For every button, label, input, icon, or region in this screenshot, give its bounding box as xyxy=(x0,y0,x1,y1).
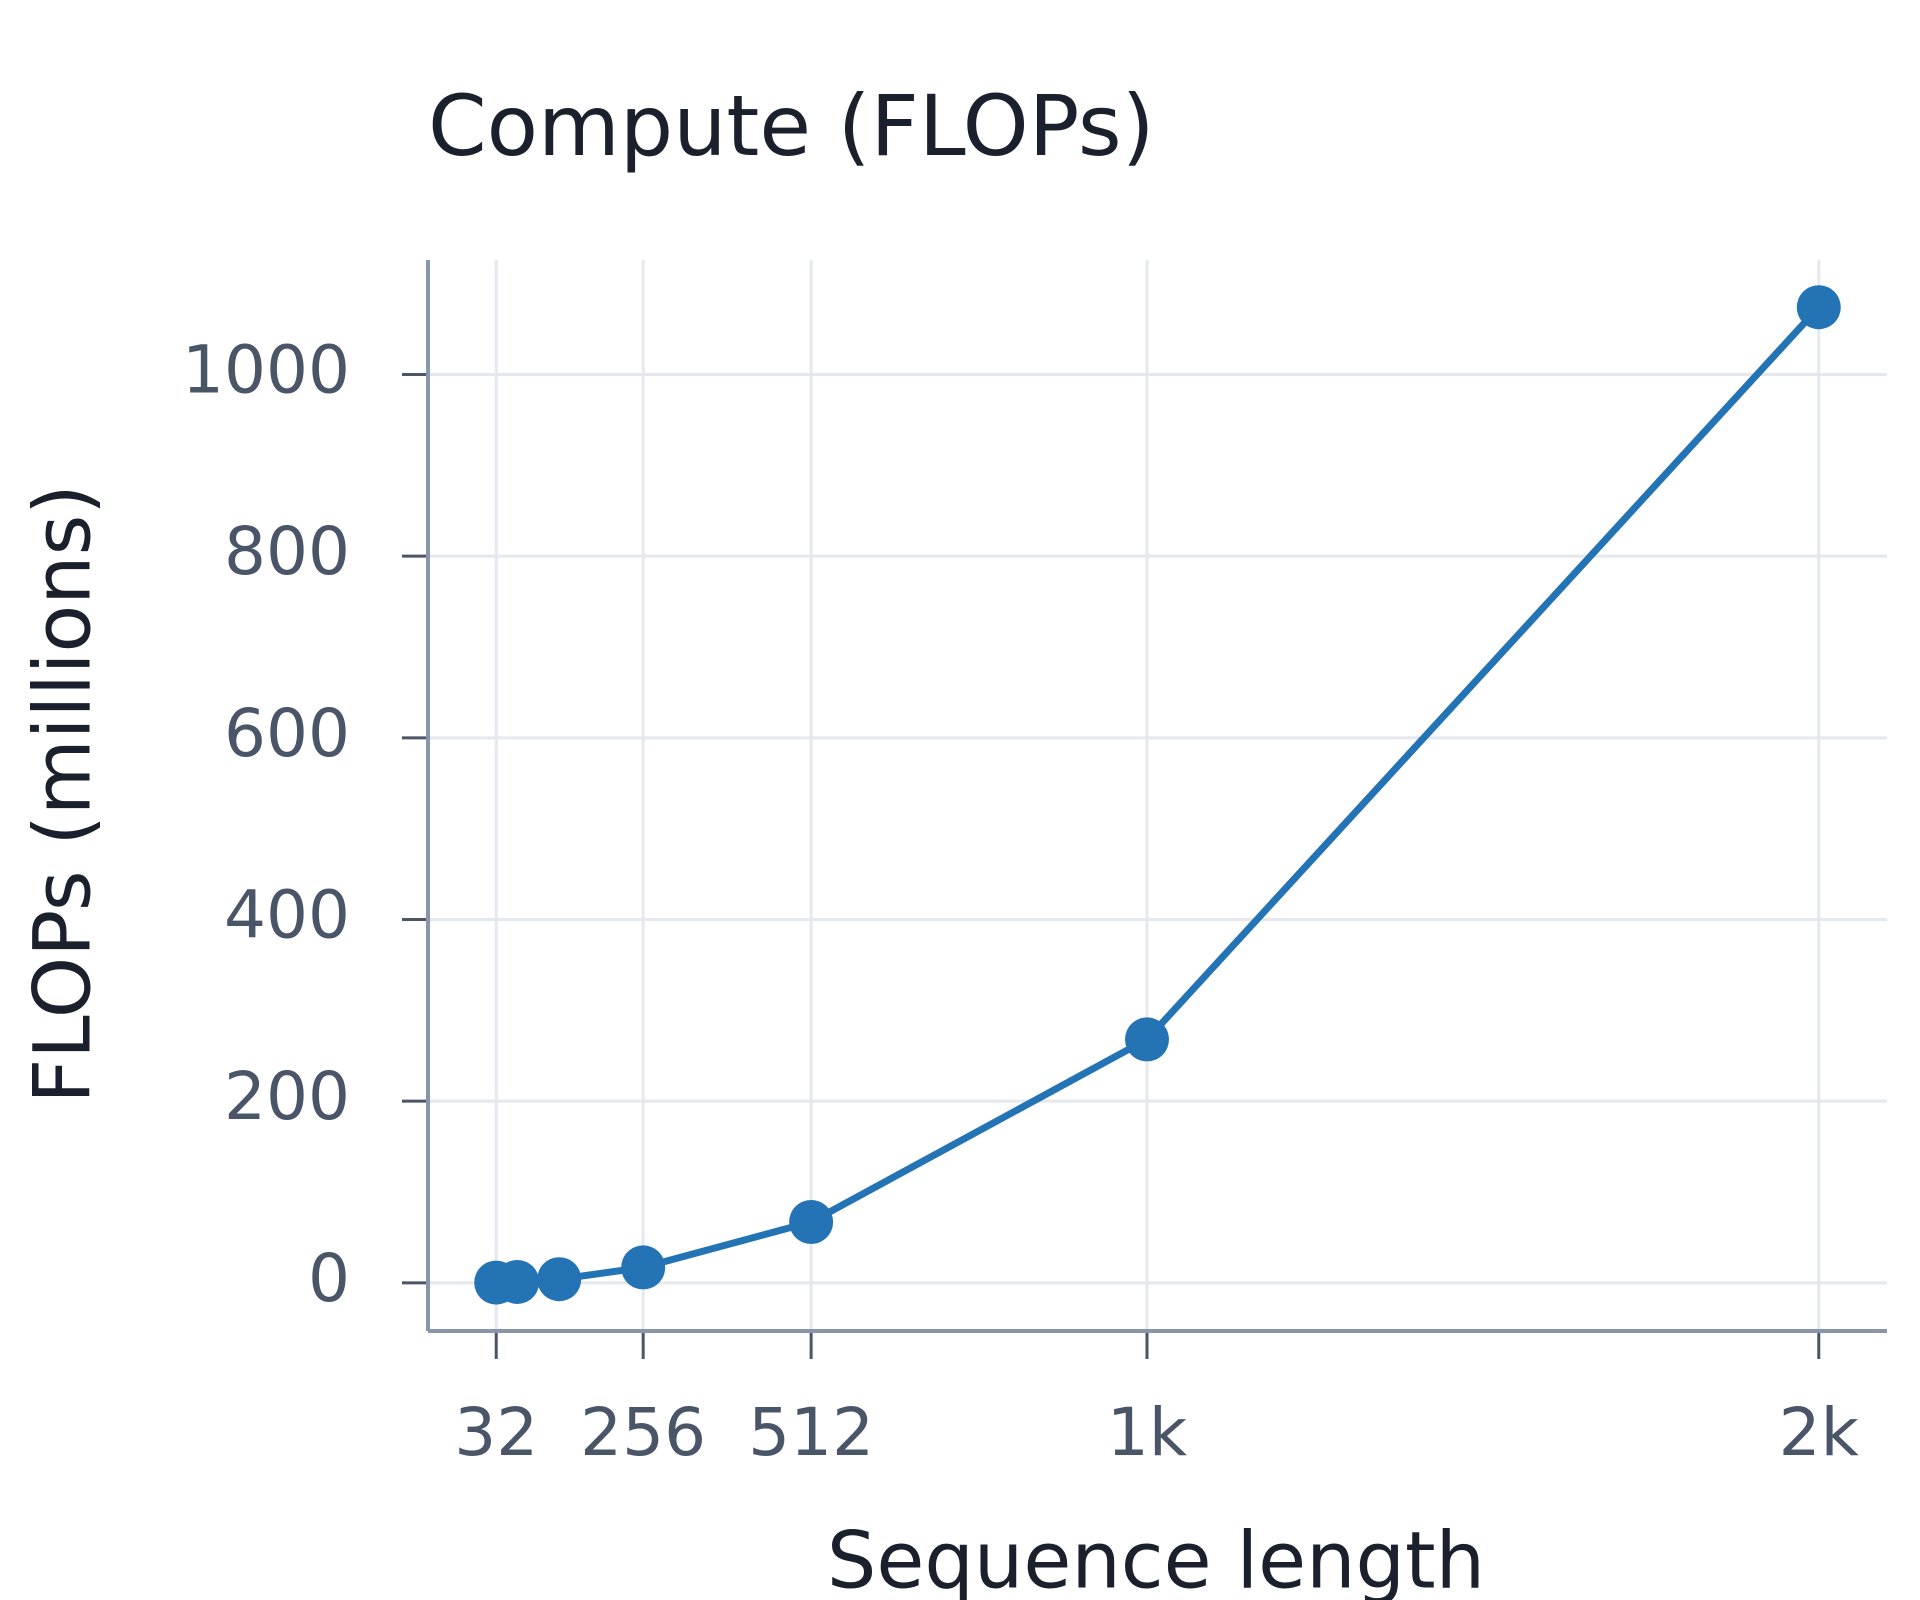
x-tick-label: 512 xyxy=(748,1394,874,1471)
axes: 0 200 400 600 800 1000 32 256 512 1k 2k xyxy=(182,260,1887,1471)
y-tick-label: 0 xyxy=(308,1240,350,1317)
data-line xyxy=(496,304,1822,1287)
y-tick-label: 600 xyxy=(224,695,350,772)
y-tick-label: 200 xyxy=(224,1058,350,1135)
data-point xyxy=(789,1199,834,1244)
data-point xyxy=(1125,1017,1170,1062)
grid xyxy=(428,260,1887,1331)
data-point xyxy=(537,1257,582,1302)
y-tick-label: 400 xyxy=(224,877,350,954)
marks xyxy=(474,285,1841,1305)
x-axis-label: Sequence length xyxy=(827,1516,1485,1600)
data-point xyxy=(621,1245,666,1290)
data-point xyxy=(495,1259,540,1304)
y-axis-label: FLOPs (millions) xyxy=(18,484,108,1103)
data-point xyxy=(1796,285,1841,330)
chart-title: Compute (FLOPs) xyxy=(428,77,1154,175)
y-tick-label: 1000 xyxy=(182,332,350,409)
x-tick-label: 256 xyxy=(580,1394,706,1471)
x-tick-label: 2k xyxy=(1779,1394,1860,1471)
x-tick-label: 32 xyxy=(454,1394,538,1471)
x-tick-label: 1k xyxy=(1107,1394,1188,1471)
y-tick-label: 800 xyxy=(224,513,350,590)
